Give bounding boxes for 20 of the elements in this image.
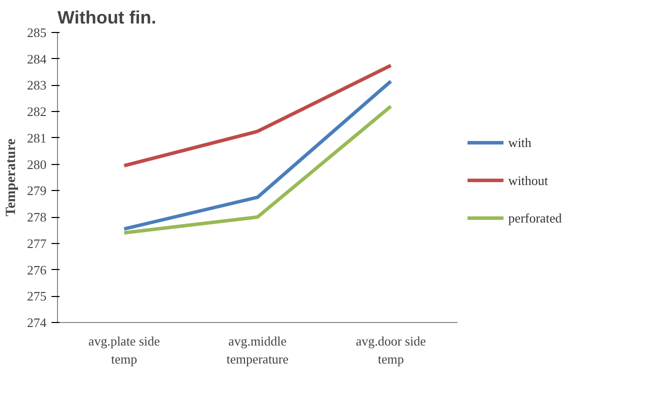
y-tick-label: 281 bbox=[27, 130, 46, 146]
y-tick-label: 274 bbox=[27, 315, 47, 330]
y-tick-label: 277 bbox=[27, 236, 47, 251]
y-tick-label: 276 bbox=[27, 262, 47, 278]
x-tick-label: avg.plate side temp bbox=[88, 334, 160, 366]
legend-label: with bbox=[508, 135, 532, 150]
y-tick-label: 275 bbox=[27, 288, 46, 304]
y-axis-title: Temperature bbox=[4, 138, 19, 216]
y-tick-label: 279 bbox=[27, 183, 46, 198]
y-tick-label: 280 bbox=[27, 156, 46, 172]
y-tick-label: 278 bbox=[27, 210, 46, 225]
y-tick-label: 283 bbox=[27, 78, 46, 93]
legend-label: without bbox=[508, 172, 548, 188]
x-tick-label: avg.middle temperature bbox=[226, 334, 289, 366]
y-tick-label: 282 bbox=[27, 104, 46, 120]
y-tick-label: 285 bbox=[27, 25, 46, 40]
y-tick-label: 284 bbox=[27, 51, 47, 66]
chart-title: Without fin. bbox=[58, 8, 156, 28]
x-tick-label: avg.door side temp bbox=[356, 334, 426, 366]
legend-label: perforated bbox=[508, 210, 562, 226]
